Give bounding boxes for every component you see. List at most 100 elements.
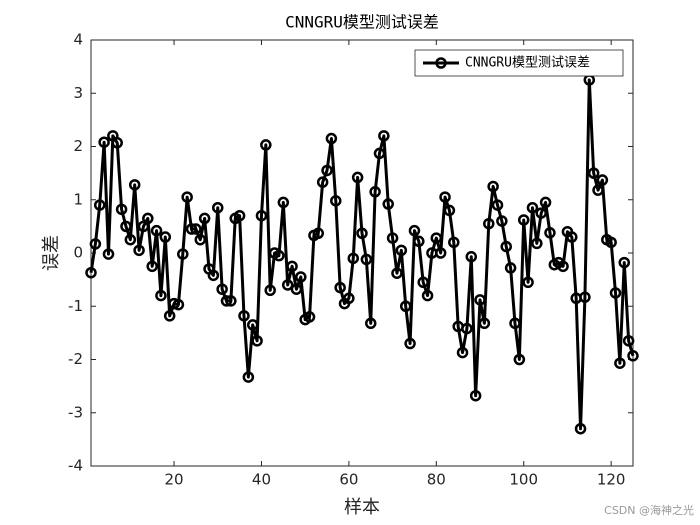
point-marker xyxy=(185,223,198,235)
point-marker xyxy=(295,271,307,283)
point-marker xyxy=(378,130,390,142)
point-marker xyxy=(614,357,626,369)
point-marker xyxy=(461,322,473,335)
point-marker xyxy=(325,132,338,145)
point-marker xyxy=(421,289,434,302)
point-marker xyxy=(448,236,460,249)
y-tick-label: -1 xyxy=(68,297,83,315)
point-marker xyxy=(220,295,233,307)
point-marker xyxy=(491,199,504,211)
point-marker xyxy=(526,201,539,214)
point-marker xyxy=(89,238,102,250)
point-marker xyxy=(246,319,259,331)
point-marker xyxy=(159,231,172,243)
point-marker xyxy=(321,164,333,177)
point-marker xyxy=(413,235,425,248)
point-marker xyxy=(93,199,106,211)
point-marker xyxy=(627,350,639,362)
point-marker xyxy=(587,167,600,179)
point-marker xyxy=(146,260,158,273)
point-marker xyxy=(347,252,360,265)
point-marker xyxy=(85,266,97,279)
point-marker xyxy=(356,227,368,240)
point-marker xyxy=(264,284,276,297)
point-marker xyxy=(277,196,290,209)
point-marker xyxy=(544,227,556,239)
point-marker xyxy=(605,236,617,249)
point-marker xyxy=(404,337,416,350)
point-marker xyxy=(238,310,250,322)
point-marker xyxy=(360,253,373,266)
point-marker xyxy=(408,224,421,237)
x-tick-label: 40 xyxy=(252,471,271,489)
point-marker xyxy=(504,262,517,274)
y-tick-label: 3 xyxy=(73,84,83,102)
point-marker xyxy=(233,209,246,222)
y-tick-label: 2 xyxy=(73,137,83,155)
point-marker xyxy=(500,240,512,253)
point-marker xyxy=(163,310,176,322)
point-marker xyxy=(115,203,128,216)
point-marker xyxy=(474,294,486,306)
point-marker xyxy=(574,422,587,435)
point-marker xyxy=(487,180,499,193)
point-marker xyxy=(133,244,145,257)
point-marker xyxy=(255,209,268,222)
point-marker xyxy=(111,137,123,149)
point-marker xyxy=(439,191,451,203)
point-marker xyxy=(128,179,141,191)
point-marker xyxy=(535,207,547,219)
point-marker xyxy=(382,198,394,210)
legend-marker xyxy=(435,57,447,69)
point-marker xyxy=(251,335,263,347)
chart-title: CNNGRU模型测试误差 xyxy=(285,13,439,32)
y-axis-label: 误差 xyxy=(41,235,62,271)
point-marker xyxy=(194,233,207,246)
point-marker xyxy=(395,244,408,257)
point-marker xyxy=(286,260,298,273)
point-marker xyxy=(120,220,132,233)
point-marker xyxy=(98,136,110,148)
point-marker xyxy=(469,389,482,402)
point-marker xyxy=(343,292,355,305)
point-marker xyxy=(517,214,530,226)
point-marker xyxy=(522,276,534,289)
x-tick-label: 120 xyxy=(597,471,626,489)
point-marker xyxy=(190,223,202,235)
point-marker xyxy=(618,256,631,269)
point-marker xyxy=(198,212,211,225)
point-marker xyxy=(539,196,552,209)
watermark: CSDN @海神之光 xyxy=(604,503,694,517)
point-marker xyxy=(373,147,386,160)
point-marker xyxy=(260,139,272,151)
y-tick-label: 4 xyxy=(73,31,83,49)
point-marker xyxy=(303,311,316,323)
point-marker xyxy=(566,231,578,243)
point-marker xyxy=(142,212,154,225)
point-marker xyxy=(386,232,399,244)
point-marker xyxy=(465,250,478,263)
point-marker xyxy=(483,217,495,230)
point-marker xyxy=(172,298,185,311)
x-tick-label: 60 xyxy=(339,471,358,489)
point-marker xyxy=(316,176,329,188)
point-marker xyxy=(496,215,508,227)
point-marker xyxy=(622,335,635,347)
y-tick-label: 0 xyxy=(73,244,83,262)
x-tick-label: 80 xyxy=(427,471,446,489)
point-marker xyxy=(456,346,469,359)
legend-label: CNNGRU模型测试误差 xyxy=(465,56,590,71)
point-marker xyxy=(369,186,381,198)
point-marker xyxy=(216,283,228,295)
point-marker xyxy=(531,237,543,250)
point-marker xyxy=(312,227,325,240)
point-marker xyxy=(509,317,521,330)
x-tick-label: 100 xyxy=(509,471,538,489)
point-marker xyxy=(592,184,604,196)
point-marker xyxy=(150,224,163,237)
plot-area xyxy=(90,39,634,467)
y-tick-label: -4 xyxy=(68,457,83,475)
point-marker xyxy=(351,171,364,184)
point-marker xyxy=(391,267,403,279)
